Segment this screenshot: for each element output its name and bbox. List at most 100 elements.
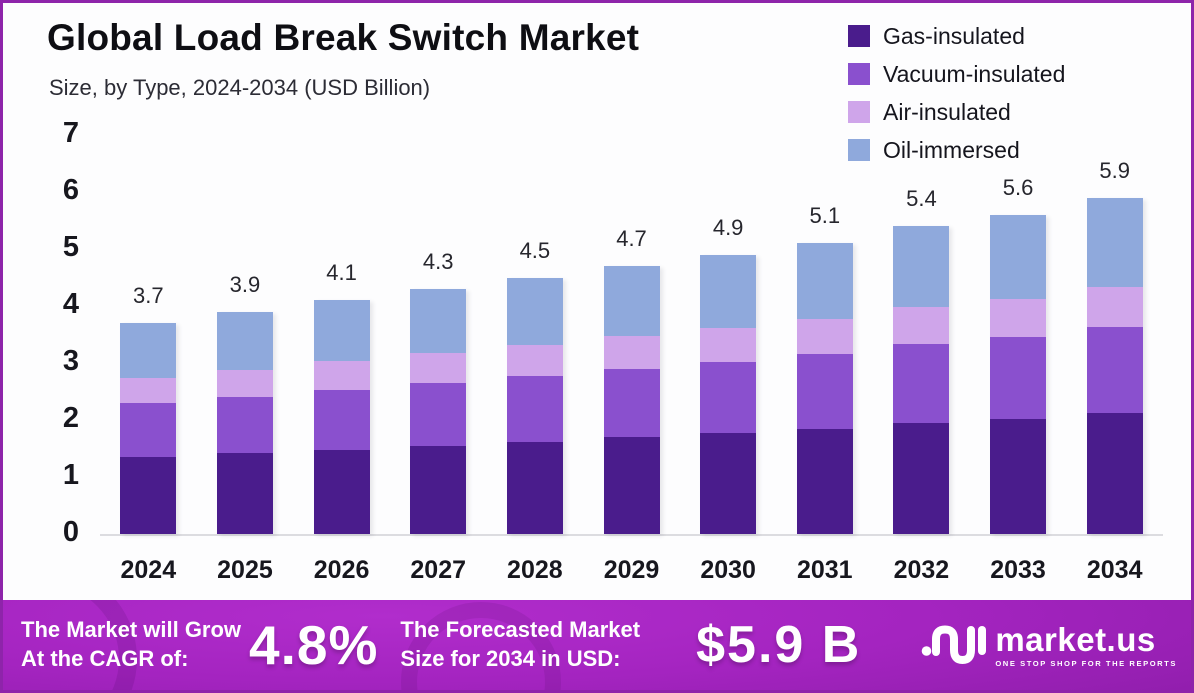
bar-segment-air-insulated [313, 361, 370, 390]
bar-segment-air-insulated [216, 369, 273, 397]
cagr-label: The Market will Grow At the CAGR of: [21, 616, 241, 673]
bar-segment-oil-immersed [1086, 197, 1143, 287]
stacked-bar-2032 [893, 226, 950, 534]
stacked-bar-2030 [700, 254, 757, 534]
x-axis-label: 2029 [603, 556, 660, 584]
bar-segment-air-insulated [603, 336, 660, 369]
y-tick-label: 4 [62, 288, 79, 321]
x-axis-label: 2030 [700, 556, 756, 584]
x-axis-label: 2027 [410, 556, 467, 584]
bar-segment-gas-insulated [796, 429, 853, 534]
bar-segment-air-insulated [990, 298, 1047, 338]
logo-tagline: ONE STOP SHOP FOR THE REPORTS [995, 658, 1177, 668]
y-tick-label: 2 [62, 402, 79, 435]
bar-segment-air-insulated [893, 307, 950, 345]
y-tick-label: 6 [62, 174, 79, 207]
y-axis: 0 1 2 3 4 5 6 7 [31, 117, 79, 548]
bar-segment-oil-immersed [990, 214, 1047, 299]
y-tick-label: 1 [62, 459, 79, 492]
bar-segment-air-insulated [1086, 286, 1143, 328]
stacked-bar-2027 [410, 288, 467, 534]
bar-segment-gas-insulated [216, 453, 273, 534]
x-axis: 2024 2025 2026 2027 2028 2029 2030 2031 2032 2033… [100, 552, 1163, 592]
legend-label: Air-insulated [883, 98, 1011, 125]
bar-total-label: 4.1 [326, 260, 357, 286]
bar-segment-oil-immersed [603, 266, 660, 337]
bar-segment-oil-immersed [120, 323, 177, 378]
page-title: Global Load Break Switch Market [47, 17, 640, 58]
footer-banner: The Market will Grow At the CAGR of: 4.8… [3, 600, 1191, 690]
x-axis-label: 2032 [893, 556, 950, 584]
forecast-label-line2: Size for 2034 in USD: [400, 646, 621, 671]
bar-segment-gas-insulated [506, 441, 563, 534]
legend-item-air-insulated: Air-insulated [848, 93, 1065, 131]
legend-item-oil-immersed: Oil-immersed [848, 131, 1065, 169]
y-tick-label: 7 [62, 117, 79, 150]
bar-segment-gas-insulated [990, 418, 1047, 534]
bar-segment-gas-insulated [1086, 413, 1143, 534]
bar-segment-gas-insulated [700, 433, 757, 534]
bar-segment-oil-immersed [796, 243, 853, 320]
bar-segment-vacuum-insulated [893, 344, 950, 423]
bar-segment-gas-insulated [603, 437, 660, 534]
x-axis-label: 2024 [120, 556, 177, 584]
legend-item-gas-insulated: Gas-insulated [848, 17, 1065, 55]
bar-total-label: 5.6 [1002, 174, 1034, 200]
bar-segment-air-insulated [120, 377, 177, 404]
bar-segment-vacuum-insulated [990, 337, 1047, 419]
stacked-bar-2031 [796, 243, 853, 534]
bar-total-label: 4.5 [519, 237, 551, 263]
bar-total-label: 3.7 [133, 283, 164, 309]
x-axis-label: 2031 [796, 556, 853, 584]
cagr-label-line2: At the CAGR of: [21, 646, 189, 671]
bar-segment-oil-immersed [506, 277, 563, 345]
y-tick-label: 5 [62, 231, 79, 264]
bar-segment-air-insulated [410, 353, 467, 383]
bar-total-label: 5.1 [809, 203, 841, 229]
stacked-bar-2024 [120, 323, 177, 534]
bar-total-label: 3.9 [229, 271, 261, 297]
bar-segment-gas-insulated [120, 457, 177, 534]
legend-swatch-icon [848, 63, 870, 85]
forecast-label: The Forecasted Market Size for 2034 in U… [400, 616, 656, 673]
bar-segment-air-insulated [700, 327, 757, 362]
stacked-bar-2034 [1086, 197, 1143, 534]
plot-area: 3.7 3.9 4.1 4.3 4.5 4.7 4.9 5.1 5.4 5.6 5.9 [100, 135, 1163, 536]
bar-segment-vacuum-insulated [603, 368, 660, 438]
stacked-bar-2028 [506, 277, 563, 534]
legend: Gas-insulated Vacuum-insulated Air-insulat… [848, 17, 1065, 169]
y-tick-label: 3 [62, 345, 79, 378]
legend-swatch-icon [848, 139, 870, 161]
bar-segment-vacuum-insulated [1086, 327, 1143, 414]
bar-segment-oil-immersed [216, 311, 273, 370]
page-subtitle: Size, by Type, 2024-2034 (USD Billion) [49, 75, 431, 100]
bar-total-label: 4.7 [616, 226, 647, 252]
legend-label: Oil-immersed [883, 136, 1020, 163]
legend-swatch-icon [848, 101, 870, 123]
logo-name: market.us [995, 620, 1156, 658]
legend-swatch-icon [848, 25, 870, 47]
market-us-logo: market.us ONE STOP SHOP FOR THE REPORTS [921, 618, 1177, 672]
stacked-bar-2025 [216, 311, 273, 534]
stacked-bar-2033 [990, 214, 1047, 534]
bar-total-label: 4.9 [712, 214, 744, 240]
legend-item-vacuum-insulated: Vacuum-insulated [848, 55, 1065, 93]
bar-segment-gas-insulated [893, 422, 950, 534]
bar-total-label: 4.3 [422, 248, 454, 274]
stacked-bar-2026 [313, 300, 370, 534]
forecast-value: $5.9 B [696, 616, 862, 674]
bar-segment-vacuum-insulated [700, 361, 757, 434]
bar-segment-vacuum-insulated [120, 403, 177, 458]
bar-segment-oil-immersed [893, 226, 950, 308]
bar-segment-vacuum-insulated [796, 354, 853, 430]
cagr-value: 4.8% [249, 614, 379, 676]
bar-segment-vacuum-insulated [313, 389, 370, 450]
bar-segment-vacuum-insulated [506, 376, 563, 442]
forecast-label-line1: The Forecasted Market [400, 617, 641, 643]
x-axis-label: 2028 [507, 556, 563, 584]
x-axis-label: 2033 [990, 556, 1046, 584]
legend-label: Gas-insulated [883, 22, 1025, 49]
bar-segment-vacuum-insulated [410, 382, 467, 446]
bar-segment-gas-insulated [313, 449, 370, 534]
